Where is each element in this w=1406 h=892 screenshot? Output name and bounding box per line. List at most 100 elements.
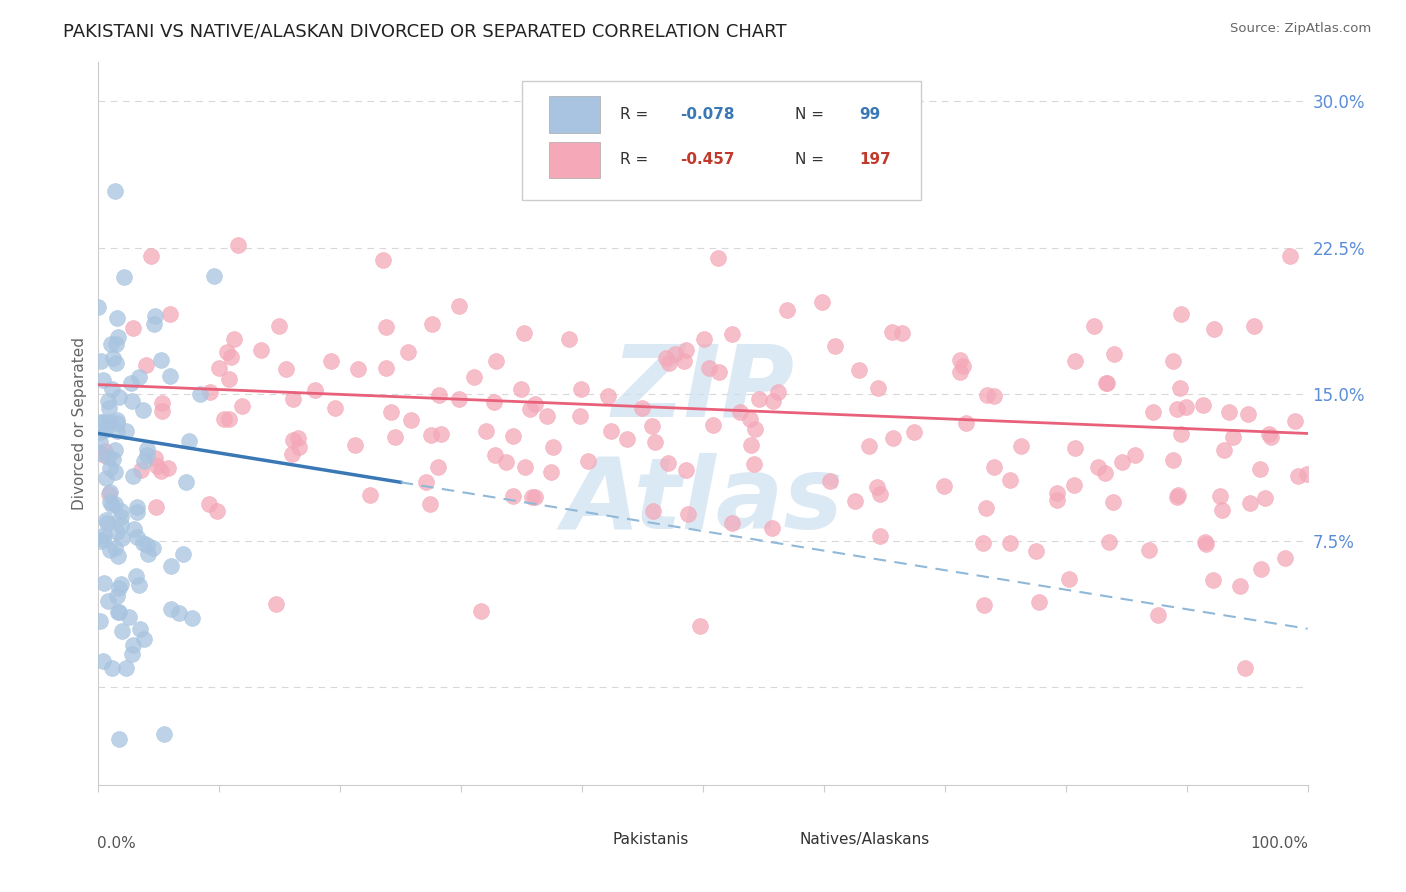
Point [485,353,508,368]
Text: N =: N = [794,153,828,168]
Point [121,647,143,661]
Text: N =: N = [794,107,828,122]
Point [228,238,250,252]
Text: PAKISTANI VS NATIVE/ALASKAN DIVORCED OR SEPARATED CORRELATION CHART: PAKISTANI VS NATIVE/ALASKAN DIVORCED OR … [63,22,787,40]
Point [97,594,120,608]
Text: Pakistanis: Pakistanis [613,831,689,847]
Point [1243,318,1265,333]
Point [1222,430,1244,444]
Point [224,332,246,346]
Point [720,326,742,341]
Point [101,451,124,466]
Point [520,491,543,505]
Point [150,352,173,367]
Point [250,343,273,358]
Point [375,320,398,334]
Point [569,409,592,424]
Point [1125,449,1147,463]
Point [1229,579,1251,593]
Point [1064,441,1087,455]
Point [110,509,132,524]
Point [1046,493,1069,508]
Point [105,336,128,351]
Point [419,497,441,511]
Text: R =: R = [620,153,652,168]
FancyBboxPatch shape [550,96,600,133]
Point [89,425,111,440]
Point [276,362,298,376]
Point [762,393,785,408]
Text: 99: 99 [859,107,880,122]
Point [134,453,156,467]
FancyBboxPatch shape [558,829,600,850]
Point [998,473,1021,487]
Point [380,404,402,418]
Point [104,356,127,370]
Point [1175,401,1198,415]
Point [932,479,955,493]
Point [323,401,346,415]
Point [1278,249,1301,263]
Point [172,547,194,561]
Point [142,541,165,556]
Point [105,413,128,427]
Point [1274,550,1296,565]
Point [512,326,534,340]
Point [98,485,121,500]
Point [641,504,664,518]
Point [1250,562,1272,576]
Point [427,388,450,402]
Point [169,606,191,620]
Point [104,465,127,479]
Point [1098,534,1121,549]
Point [1104,347,1126,361]
Point [1167,488,1189,502]
Point [97,393,120,408]
Point [98,543,121,558]
Point [120,376,142,390]
Point [347,362,370,376]
Point [882,325,904,339]
Point [1170,427,1192,442]
Point [707,365,730,379]
Point [399,413,422,427]
Point [319,354,342,368]
Point [136,547,159,561]
Point [150,464,173,478]
Text: Source: ZipAtlas.com: Source: ZipAtlas.com [1230,22,1371,36]
Point [145,309,167,323]
Point [1213,442,1236,457]
Point [110,577,132,591]
Point [1170,307,1192,321]
Point [1137,543,1160,558]
Point [599,424,621,438]
Point [188,387,211,401]
Point [596,389,619,403]
Point [502,429,524,443]
Point [101,383,124,397]
Point [90,534,112,549]
Point [721,516,744,531]
Point [866,480,889,494]
Point [1097,376,1119,391]
Point [641,419,664,434]
Point [207,360,229,375]
Point [1111,455,1133,469]
Point [107,424,129,438]
Point [105,310,128,325]
Point [495,455,517,469]
Point [972,536,994,550]
Point [287,431,309,445]
Point [998,536,1021,550]
Point [519,401,541,416]
Point [131,536,153,550]
Point [96,471,118,485]
Point [1142,405,1164,419]
Point [740,437,762,451]
Text: ZIP
Atlas: ZIP Atlas [562,341,844,550]
Point [748,392,770,406]
Point [218,372,240,386]
Point [156,460,179,475]
Point [693,332,716,346]
Point [523,490,546,504]
